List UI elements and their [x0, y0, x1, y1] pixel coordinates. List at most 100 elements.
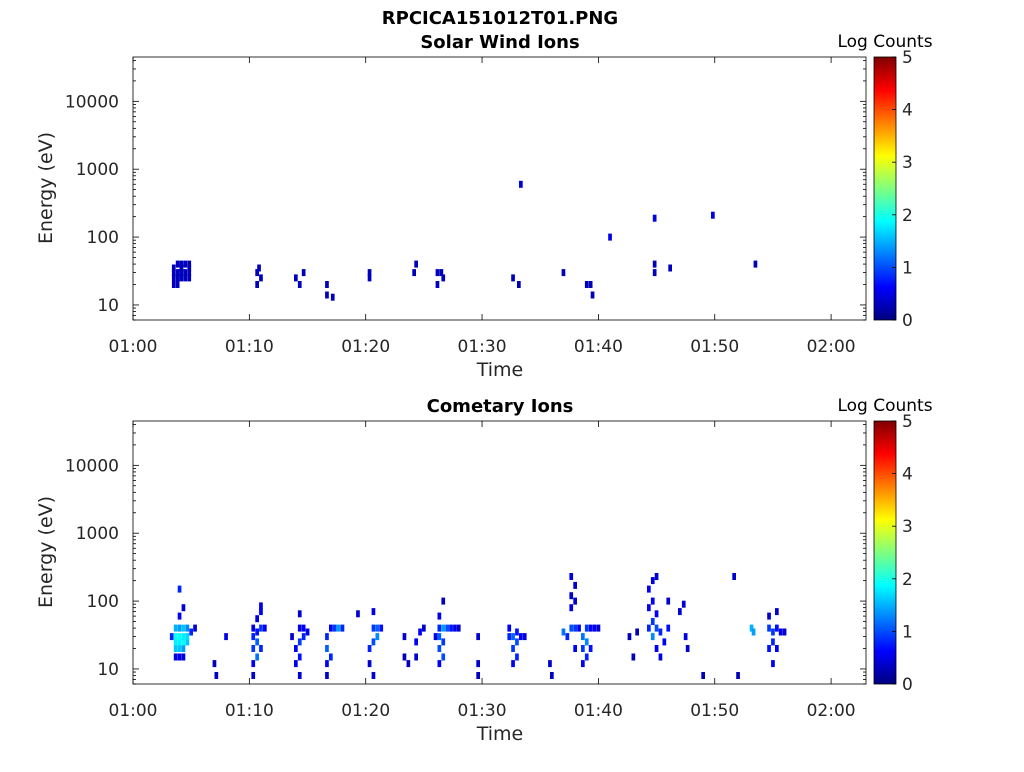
heatmap-cell [181, 645, 186, 652]
heatmap-cell [652, 260, 657, 268]
heatmap-cell [177, 585, 182, 593]
heatmap-cell [435, 269, 440, 277]
heatmap-cell [736, 672, 740, 679]
heatmap-cell [441, 274, 446, 282]
heatmap-cell [608, 233, 612, 241]
heatmap-cell [212, 660, 217, 668]
heatmap-cell [181, 633, 186, 641]
heatmap-cell [179, 269, 184, 277]
heatmap-cell [290, 633, 294, 641]
y-tick-label: 100 [87, 592, 119, 612]
x-tick-label: 02:00 [807, 701, 856, 721]
colorbar-tick-label: 3 [902, 517, 913, 537]
heatmap-cell [251, 633, 256, 641]
heatmap-cell [169, 633, 174, 641]
heatmap-cell [435, 281, 440, 288]
heatmap-cell [412, 269, 416, 277]
heatmap-cell [325, 645, 329, 652]
heatmap-cell [214, 672, 219, 679]
heatmap-cell [588, 281, 593, 288]
heatmap-cell [297, 653, 302, 661]
x-tick-label: 01:40 [574, 701, 623, 721]
heatmap-cell [325, 633, 329, 641]
heatmap-cell [439, 269, 444, 277]
heatmap-cell [654, 573, 659, 580]
colorbar-ticks: 0 1 2 3 4 5 [892, 412, 913, 695]
heatmap-cell [581, 645, 585, 652]
heatmap-cell [297, 672, 302, 679]
heatmap-cell [294, 660, 298, 668]
plot-frame [132, 56, 867, 321]
heatmap-cell [177, 612, 182, 620]
heatmap-cell [711, 211, 715, 219]
x-axis-label: Time [476, 359, 524, 381]
heatmap-cell [189, 628, 193, 636]
heatmap-cell [301, 633, 306, 641]
heatmap-cell [367, 274, 372, 282]
heatmap-cell [592, 624, 597, 632]
heatmap-cell [255, 281, 259, 288]
heatmap-cell [171, 269, 176, 277]
heatmap-cell [367, 269, 372, 277]
y-tick-label: 10000 [65, 92, 119, 112]
heatmap-cell [647, 624, 651, 632]
heatmap-cell [437, 645, 442, 652]
heatmap-cell [371, 608, 376, 616]
heatmap-cell [255, 628, 259, 636]
heatmap-cell [255, 653, 259, 661]
heatmap-cell [573, 624, 577, 632]
x-tick-label: 01:30 [458, 337, 507, 357]
heatmap-cell [519, 180, 523, 188]
heatmap-cell [183, 260, 188, 268]
heatmap-cell [325, 672, 329, 679]
heatmap-cell [175, 281, 180, 288]
heatmap-cell [561, 269, 566, 277]
heatmap-cell [456, 624, 461, 632]
heatmap-cell [379, 624, 384, 632]
heatmap-cell [187, 260, 192, 268]
heatmap-cell [255, 269, 259, 277]
heatmap-cell [305, 628, 310, 636]
heatmap-cell [569, 604, 574, 612]
heatmap-cell [181, 604, 186, 612]
x-tick-label: 01:10 [225, 701, 274, 721]
heatmap-cell [183, 274, 188, 282]
heatmap-cell [596, 624, 601, 632]
heatmap-cell [685, 645, 690, 652]
heatmap-cell [332, 624, 337, 632]
heatmap-cell [179, 260, 184, 268]
heatmap-cell [590, 291, 595, 299]
heatmap-cell [418, 628, 422, 636]
heatmap-cell [584, 281, 589, 288]
heatmap-cell [511, 645, 515, 652]
heatmap-cell [336, 624, 341, 632]
heatmap-cell [573, 581, 577, 589]
heatmap-cell [662, 638, 667, 646]
x-ticks: 01:00 01:10 01:20 01:30 01:40 01:50 02:00 [109, 421, 856, 721]
heatmap-cell [511, 660, 515, 668]
heatmap-cell [701, 672, 705, 679]
heatmap-cell [654, 645, 659, 652]
heatmap-cell [771, 660, 775, 668]
heatmap-cell [775, 624, 779, 632]
heatmap-cell [573, 645, 577, 652]
heatmap-cell [371, 672, 376, 679]
heatmap-cell [375, 624, 380, 632]
heatmap-cell [647, 604, 651, 612]
heatmap-cell [371, 638, 376, 646]
heatmap-cell [753, 260, 758, 268]
heatmap-cell [297, 638, 302, 646]
heatmap-cell [515, 653, 519, 661]
heatmap-cell [683, 633, 688, 641]
heatmap-cell [371, 624, 376, 632]
heatmap-cell [297, 610, 302, 618]
heatmap-cell [519, 633, 523, 641]
plot-frame [132, 420, 867, 685]
colorbar-tick-label: 5 [902, 412, 913, 432]
heatmap-cell [340, 624, 345, 632]
heatmap-cell [422, 624, 426, 632]
heatmap-cell [257, 264, 261, 272]
heatmap-cell [515, 628, 519, 636]
heatmap-cell [259, 645, 263, 652]
heatmap-cell [259, 608, 263, 616]
